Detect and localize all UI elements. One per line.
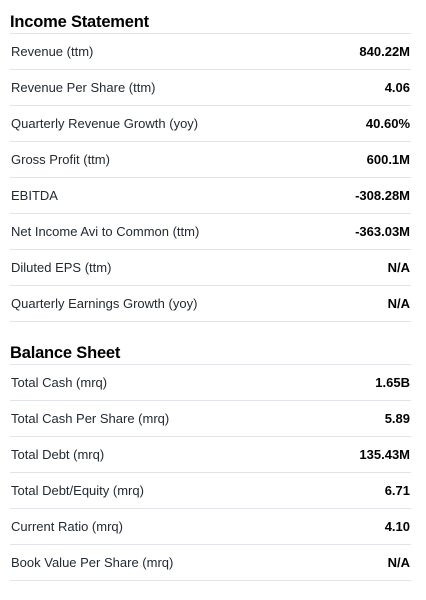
- row-label: Diluted EPS (ttm): [11, 260, 112, 275]
- row-label: Quarterly Earnings Growth (yoy): [11, 296, 198, 311]
- row-label: Quarterly Revenue Growth (yoy): [11, 116, 199, 131]
- row-value: 135.43M: [359, 447, 410, 462]
- balance-sheet-title: Balance Sheet: [10, 342, 411, 365]
- table-row: Book Value Per Share (mrq) N/A: [10, 545, 411, 581]
- row-label: EBITDA: [11, 188, 58, 203]
- income-statement-title: Income Statement: [10, 11, 411, 34]
- income-statement-table: Revenue (ttm) 840.22M Revenue Per Share …: [10, 34, 411, 322]
- table-row: Gross Profit (ttm) 600.1M: [10, 142, 411, 178]
- row-value: -308.28M: [355, 188, 410, 203]
- row-value: 6.71: [384, 483, 410, 498]
- row-value: 1.65B: [375, 375, 410, 390]
- table-row: EBITDA -308.28M: [10, 178, 411, 214]
- row-value: N/A: [387, 260, 410, 275]
- table-row: Revenue (ttm) 840.22M: [10, 34, 411, 70]
- table-row: Quarterly Revenue Growth (yoy) 40.60%: [10, 106, 411, 142]
- row-label: Total Cash Per Share (mrq): [11, 411, 170, 426]
- row-value: 4.10: [384, 519, 410, 534]
- row-label: Net Income Avi to Common (ttm): [11, 224, 200, 239]
- row-label: Revenue (ttm): [11, 44, 94, 59]
- table-row: Revenue Per Share (ttm) 4.06: [10, 70, 411, 106]
- financial-statistics-panel: Income Statement Revenue (ttm) 840.22M R…: [0, 11, 426, 600]
- table-row: Total Debt/Equity (mrq) 6.71: [10, 473, 411, 509]
- row-label: Book Value Per Share (mrq): [11, 555, 174, 570]
- row-label: Total Debt/Equity (mrq): [11, 483, 144, 498]
- row-value: N/A: [387, 555, 410, 570]
- row-value: 5.89: [384, 411, 410, 426]
- balance-sheet-table: Total Cash (mrq) 1.65B Total Cash Per Sh…: [10, 365, 411, 581]
- table-row: Current Ratio (mrq) 4.10: [10, 509, 411, 545]
- table-row: Total Cash Per Share (mrq) 5.89: [10, 401, 411, 437]
- row-value: 600.1M: [366, 152, 410, 167]
- row-value: 4.06: [384, 80, 410, 95]
- row-label: Total Cash (mrq): [11, 375, 108, 390]
- row-value: 40.60%: [365, 116, 410, 131]
- table-row: Diluted EPS (ttm) N/A: [10, 250, 411, 286]
- row-label: Gross Profit (ttm): [11, 152, 110, 167]
- row-label: Revenue Per Share (ttm): [11, 80, 156, 95]
- table-row: Net Income Avi to Common (ttm) -363.03M: [10, 214, 411, 250]
- row-label: Total Debt (mrq): [11, 447, 105, 462]
- table-row: Total Cash (mrq) 1.65B: [10, 365, 411, 401]
- row-value: 840.22M: [359, 44, 410, 59]
- row-value: N/A: [387, 296, 410, 311]
- table-row: Total Debt (mrq) 135.43M: [10, 437, 411, 473]
- row-value: -363.03M: [355, 224, 410, 239]
- table-row: Quarterly Earnings Growth (yoy) N/A: [10, 286, 411, 322]
- row-label: Current Ratio (mrq): [11, 519, 123, 534]
